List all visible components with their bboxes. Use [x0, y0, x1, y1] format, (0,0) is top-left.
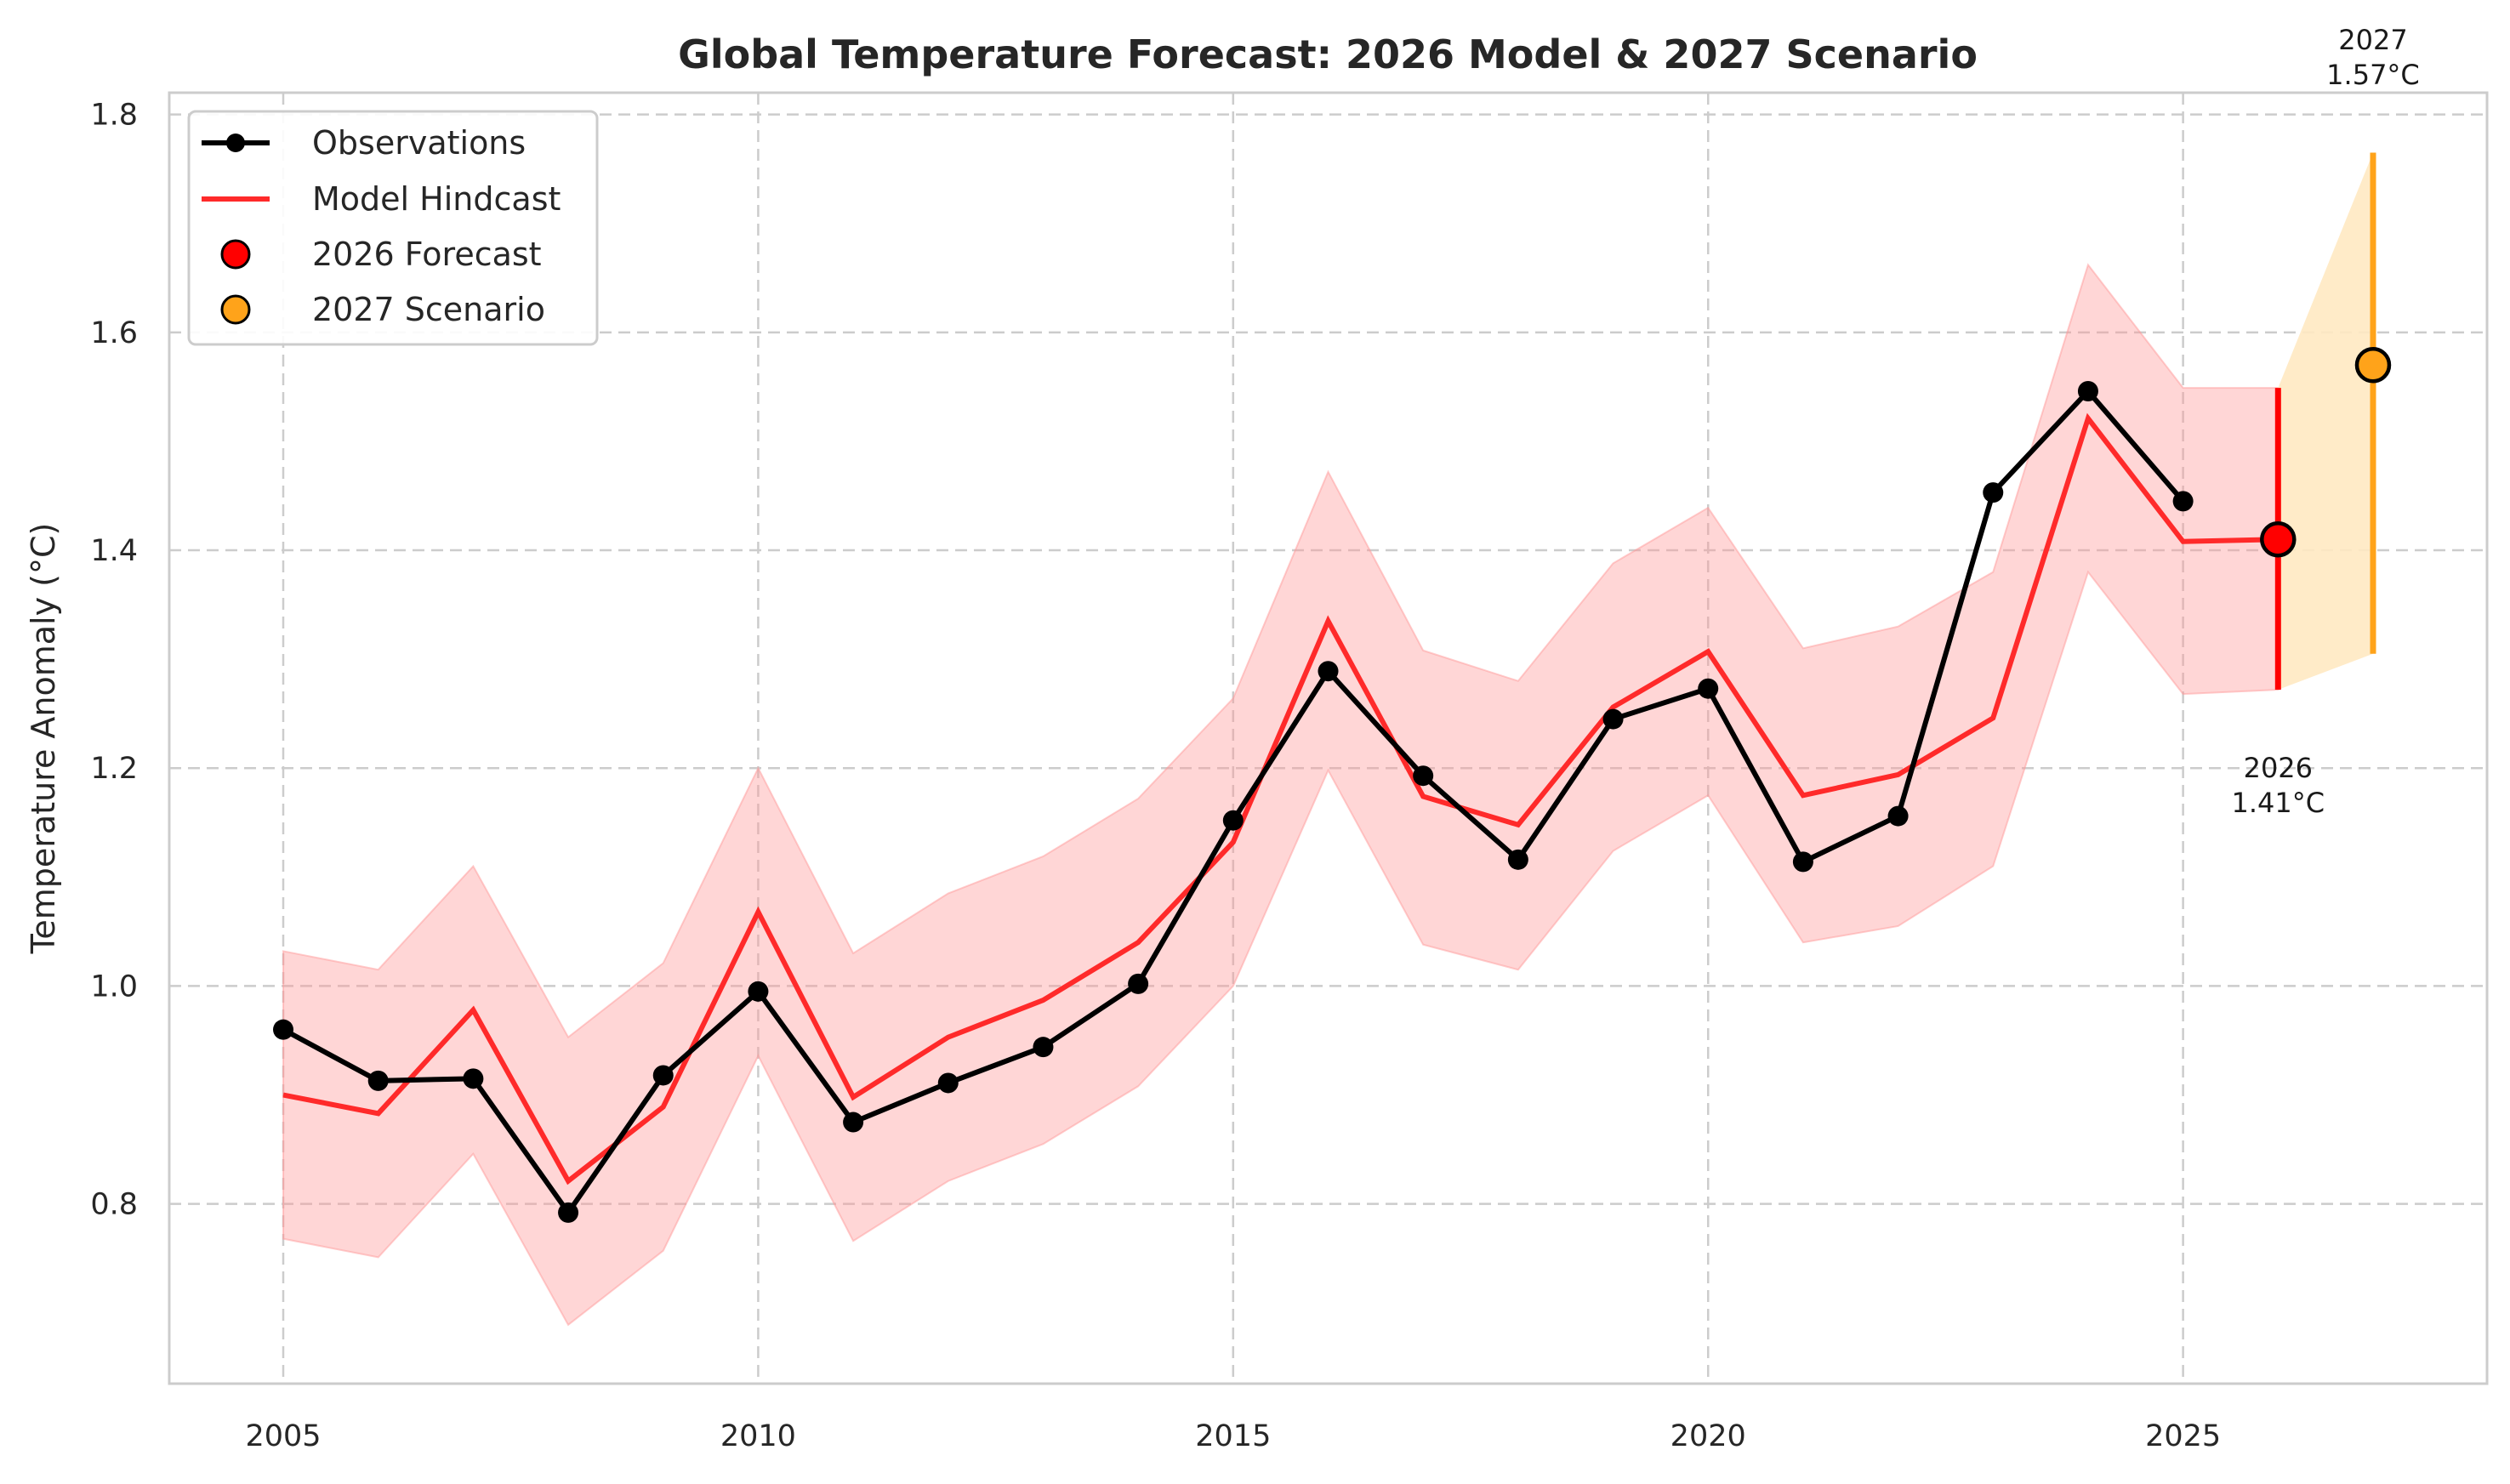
observation-point	[1602, 708, 1624, 730]
observation-point	[463, 1068, 484, 1089]
observation-point	[558, 1202, 579, 1223]
y-tick-label: 1.0	[90, 969, 138, 1004]
observation-point	[1318, 661, 1339, 682]
observation-point	[367, 1070, 389, 1091]
observation-point	[1698, 678, 1719, 699]
annotation-2027-year: 2027	[2338, 24, 2407, 56]
observation-point	[2077, 380, 2098, 401]
y-tick-label: 1.4	[90, 534, 138, 568]
y-axis-label: Temperature Anomaly (°C)	[25, 523, 62, 955]
x-tick-label: 2005	[245, 1419, 321, 1453]
observation-point	[1128, 973, 1149, 994]
legend-box	[187, 110, 599, 346]
observation-point	[1413, 765, 1434, 787]
forecast-point-2027	[2354, 347, 2392, 384]
scenario-2027-band	[2278, 152, 2373, 690]
y-axis-ticks: 0.8 1.0 1.2 1.4 1.6 1.8	[90, 99, 138, 1222]
legend-handle-2026-forecast	[220, 239, 251, 270]
plot-frame	[168, 91, 2489, 1385]
x-tick-label: 2010	[720, 1419, 796, 1453]
legend-label-observations: Observations	[312, 124, 526, 162]
legend-handle-2027-scenario	[220, 294, 251, 325]
legend-label-2027-scenario: 2027 Scenario	[312, 291, 545, 328]
observation-point	[273, 1019, 294, 1040]
observation-point	[843, 1112, 864, 1133]
x-tick-label: 2020	[1670, 1419, 1746, 1453]
series-markers	[273, 347, 2392, 1223]
observation-point	[1792, 851, 1813, 873]
observation-point	[2172, 491, 2194, 512]
forecast-point-2026	[2260, 520, 2297, 558]
x-tick-label: 2025	[2145, 1419, 2221, 1453]
annotation-2026-value: 1.41°C	[2232, 787, 2325, 819]
annotation-2026-year: 2026	[2244, 752, 2313, 784]
y-tick-label: 1.8	[90, 99, 138, 133]
y-tick-label: 1.2	[90, 752, 138, 786]
observation-point	[1507, 849, 1528, 870]
annotation-2027-value: 1.57°C	[2326, 59, 2420, 91]
x-axis-ticks: 2005 2010 2015 2020 2025	[245, 1419, 2221, 1453]
observation-point	[652, 1065, 674, 1086]
observation-point	[748, 981, 769, 1002]
observation-point	[1033, 1037, 1054, 1058]
observation-point	[1222, 810, 1244, 831]
observation-point	[1983, 482, 2004, 503]
y-tick-label: 1.6	[90, 316, 138, 350]
y-tick-label: 0.8	[90, 1188, 138, 1222]
legend: Observations Model Hindcast 2026 Forecas…	[187, 110, 599, 346]
x-tick-label: 2015	[1195, 1419, 1271, 1453]
legend-label-2026-forecast: 2026 Forecast	[312, 236, 542, 273]
chart-title: Global Temperature Forecast: 2026 Model …	[678, 31, 1978, 77]
observation-point	[937, 1072, 959, 1094]
grid-lines	[169, 93, 2487, 1384]
legend-label-model-hindcast: Model Hindcast	[312, 180, 561, 218]
legend-handle-observations-marker	[226, 134, 245, 152]
observation-point	[1887, 805, 1909, 827]
